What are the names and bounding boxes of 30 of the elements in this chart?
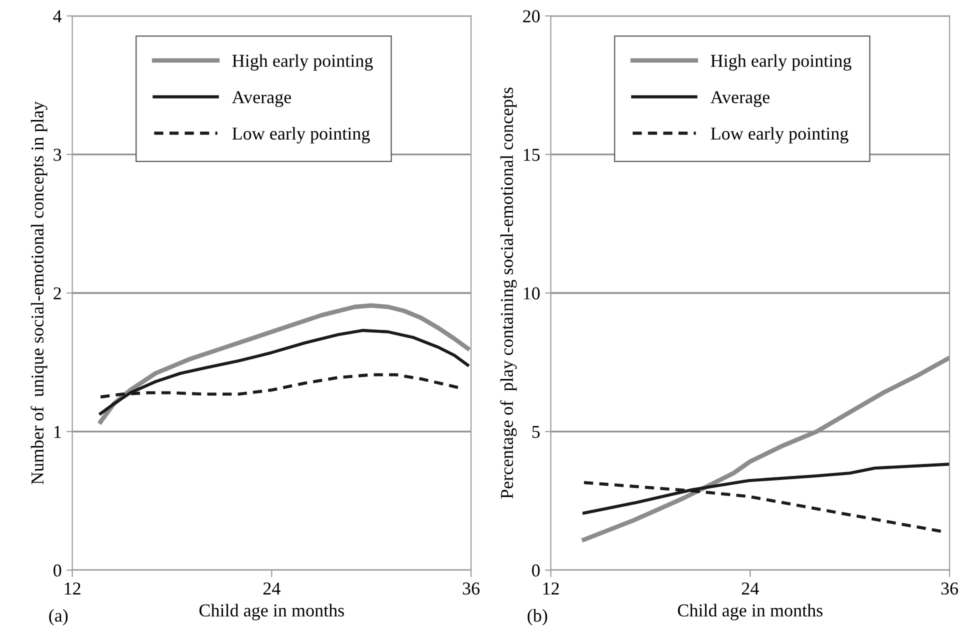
text: (b) — [528, 609, 548, 626]
y-tick-label: 20 — [523, 10, 540, 22]
x-tick-label: 36 — [462, 582, 480, 595]
x-tick-label: 12 — [64, 582, 80, 594]
line-series — [98, 303, 470, 424]
y-tick-label: 3 — [54, 148, 62, 161]
y-tick-label: 0 — [532, 564, 540, 577]
legend-label: Low early pointing — [710, 126, 848, 144]
x-axis-title: Child age in months — [678, 604, 822, 620]
x-axis-title: Child age in months — [199, 604, 344, 620]
legend-label: High early pointing — [710, 54, 852, 71]
y-tick-label: 4 — [53, 10, 62, 22]
legend-label: Average — [710, 91, 770, 108]
line-series — [99, 328, 470, 416]
legend-label: High early pointing — [232, 54, 373, 71]
x-tick-label: 36 — [941, 582, 958, 595]
y-tick-label: 1 — [54, 426, 61, 438]
legend-label: Average — [232, 91, 292, 108]
text: (a) — [49, 609, 68, 626]
y-tick-label: 2 — [54, 287, 61, 300]
y-tick-label: 5 — [532, 426, 540, 438]
y-tick-label: 15 — [524, 148, 540, 161]
y-tick-label: 0 — [54, 564, 62, 577]
y-tick-label: 10 — [524, 287, 540, 300]
y-axis-title: Percentage of play containing social-emotional concepts — [500, 88, 517, 499]
x-tick-label: 12 — [543, 582, 559, 594]
legend-label: Low early pointing — [232, 126, 370, 144]
x-tick-label: 24 — [263, 582, 280, 594]
y-axis-title: Number of unique social-emotional concepts in play — [30, 101, 48, 484]
x-tick-label: 24 — [742, 582, 759, 594]
